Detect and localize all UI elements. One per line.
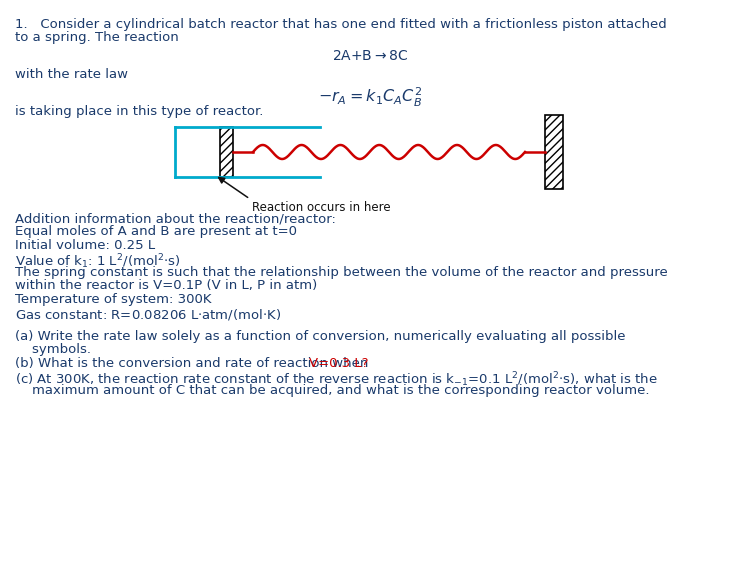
Text: 1.   Consider a cylindrical batch reactor that has one end fitted with a frictio: 1. Consider a cylindrical batch reactor … [15,18,667,31]
Text: (b) What is the conversion and rate of reaction when: (b) What is the conversion and rate of r… [15,357,372,370]
Text: maximum amount of C that can be acquired, and what is the corresponding reactor : maximum amount of C that can be acquired… [15,384,650,397]
Bar [545,115,563,189]
Text: $-r_A = k_1C_AC_B^2$: $-r_A = k_1C_AC_B^2$ [318,86,422,109]
Text: 2A+B$\rightarrow$8C: 2A+B$\rightarrow$8C [332,49,408,63]
Text: Reaction occurs in here: Reaction occurs in here [252,201,391,214]
Text: Value of k$_1$: 1 L$^2$/(mol$^2$$\cdot$s): Value of k$_1$: 1 L$^2$/(mol$^2$$\cdot$s… [15,252,180,271]
Text: to a spring. The reaction: to a spring. The reaction [15,32,179,44]
Text: Temperature of system: 300K: Temperature of system: 300K [15,293,211,306]
Text: (a) Write the rate law solely as a function of conversion, numerically evaluatin: (a) Write the rate law solely as a funct… [15,330,625,343]
Text: is taking place in this type of reactor.: is taking place in this type of reactor. [15,105,263,118]
Text: Addition information about the reaction/reactor:: Addition information about the reaction/… [15,212,336,225]
Text: Initial volume: 0.25 L: Initial volume: 0.25 L [15,239,155,252]
Text: Gas constant: R=0.08206 L$\cdot$atm/(mol$\cdot$K): Gas constant: R=0.08206 L$\cdot$atm/(mol… [15,306,281,321]
Text: symbols.: symbols. [15,343,91,356]
Text: within the reactor is V=0.1P (V in L, P in atm): within the reactor is V=0.1P (V in L, P … [15,279,317,293]
Text: V=0.3 L?: V=0.3 L? [309,357,369,370]
Text: The spring constant is such that the relationship between the volume of the reac: The spring constant is such that the rel… [15,266,668,279]
Text: with the rate law: with the rate law [15,68,128,82]
Text: (c) At 300K, the reaction rate constant of the reverse reaction is k$_{-1}$=0.1 : (c) At 300K, the reaction rate constant … [15,370,658,389]
Text: Equal moles of A and B are present at t=0: Equal moles of A and B are present at t=… [15,225,297,239]
Bar [220,127,233,177]
